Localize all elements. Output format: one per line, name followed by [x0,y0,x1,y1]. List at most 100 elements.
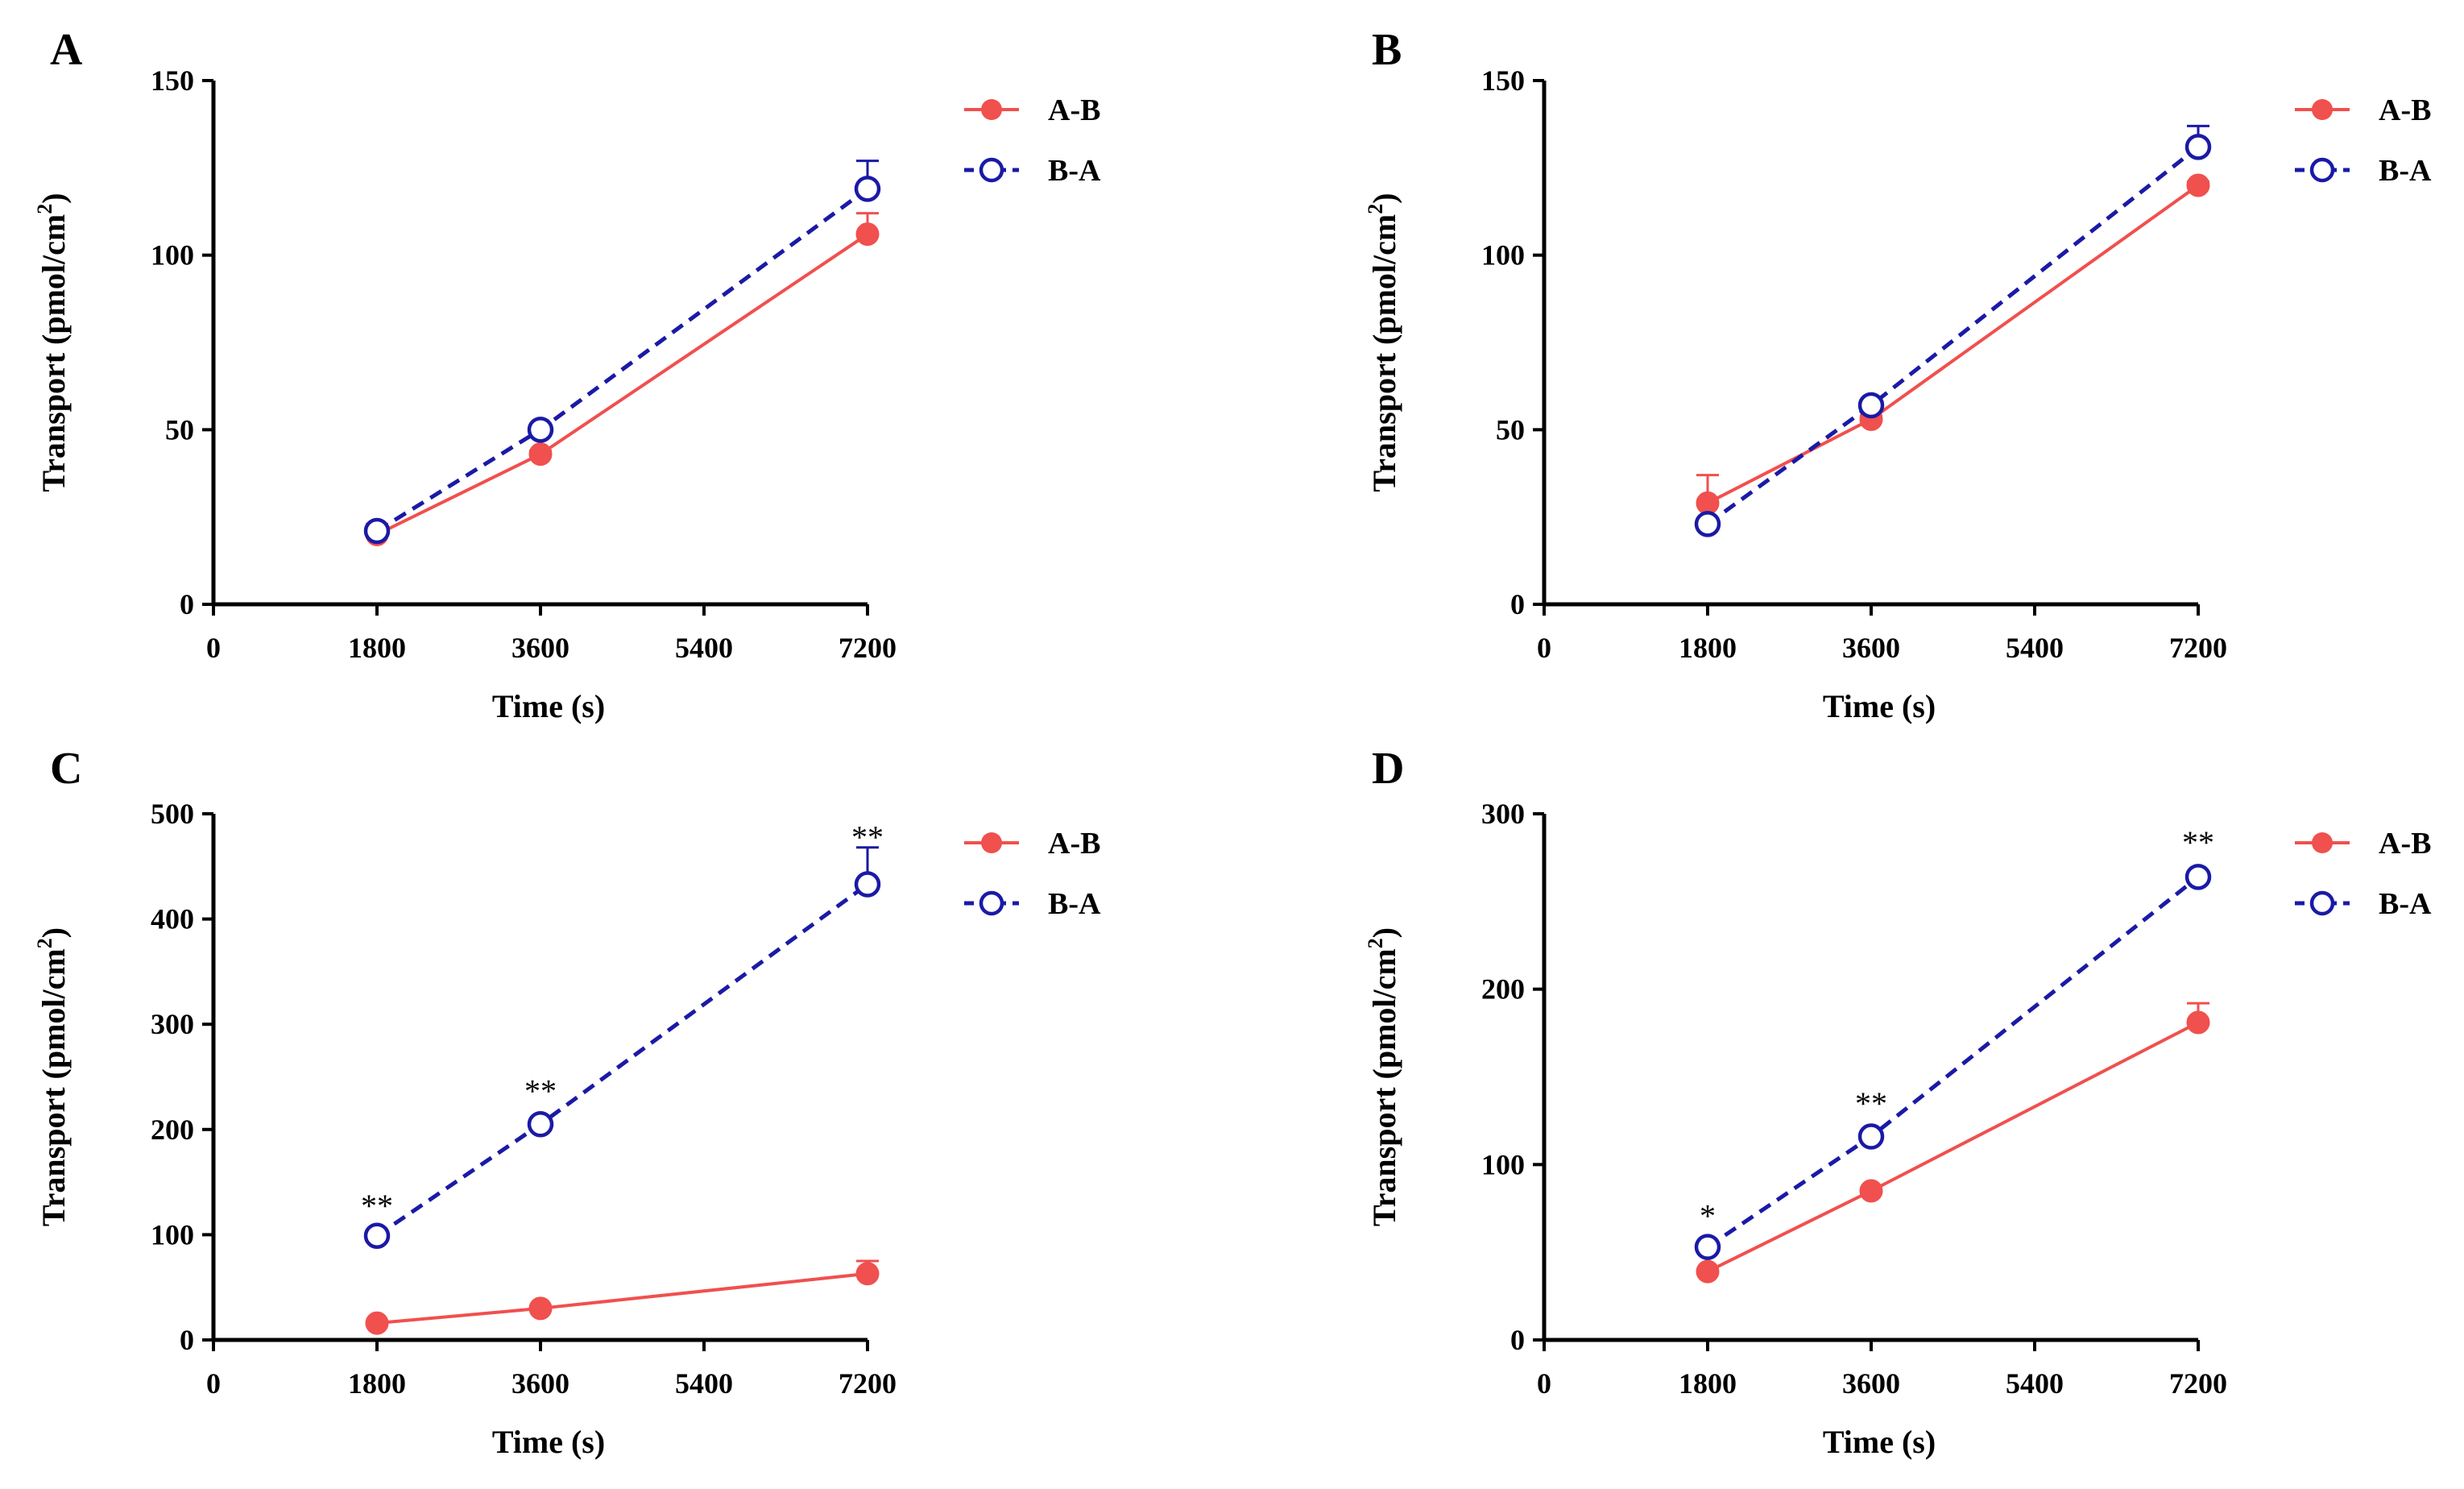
data-point [2186,173,2210,197]
legend-entry: B-A [964,154,1101,188]
legend-marker [2309,157,2335,183]
x-tick-label: 0 [206,1367,221,1400]
legend-entry: A-B [2295,827,2431,861]
y-tick-label: 0 [180,588,194,620]
y-tick-label: 300 [151,1008,194,1040]
data-point [2186,1010,2210,1035]
series-b-a [1694,124,2212,537]
chart-panel-c: C 0 1800 3600 5400 7200 0 100 200 300 400 500 Time (… [33,744,1101,1460]
legend-marker [979,157,1004,183]
y-tick-label: 200 [151,1114,194,1146]
x-tick-label: 1800 [1679,632,1737,664]
legend-entry: B-A [2295,154,2432,188]
x-axis-title: Time (s) [492,688,605,724]
data-point [528,442,553,467]
data-point [363,1222,391,1249]
data-point [1694,1234,1721,1260]
x-tick-label: 0 [206,632,221,664]
data-point [363,517,391,545]
legend-label: A-B [2379,827,2431,861]
y-tick-label: 400 [151,903,194,935]
x-tick-label: 3600 [1842,1367,1900,1400]
y-axis-title-superscript: 2 [1364,204,1387,214]
x-tick-label: 3600 [511,632,569,664]
legend-entry: B-A [964,887,1101,921]
y-tick-label: 100 [1481,1148,1525,1180]
data-point [527,1111,554,1138]
y-axis-title: Transport (pmol/cm2) [1364,927,1402,1226]
y-axis-title-main: Transport (pmol/cm [35,948,72,1226]
data-point [2184,134,2212,160]
series-line [376,1271,868,1325]
data-point [854,871,881,898]
x-tick-label: 5400 [2006,1367,2064,1400]
x-axis-title: Time (s) [492,1424,605,1460]
series-line [1707,184,2200,505]
legend-label: B-A [1048,887,1101,921]
series-line [1706,145,2200,526]
data-point [528,1296,553,1321]
data-point [1694,511,1721,537]
y-axis-title-close: ) [1366,193,1402,203]
significance-annotation: ** [524,1072,557,1109]
data-point [1857,1123,1885,1150]
y-tick-label: 100 [1481,239,1525,272]
legend-label: A-B [1048,93,1100,127]
y-axis-title-superscript: 2 [1364,938,1387,948]
y-tick-label: 200 [1481,973,1525,1006]
legend-label: A-B [2379,93,2431,127]
significance-annotation: * [1700,1197,1716,1234]
data-point [1857,392,1885,419]
y-tick-label: 50 [1496,413,1525,446]
y-axis-title-main: Transport (pmol/cm [1366,948,1402,1226]
series-b-a [363,846,881,1249]
y-tick-label: 300 [1481,798,1525,830]
series-line [376,233,869,537]
x-tick-label: 5400 [675,1367,733,1400]
y-axis-title-main: Transport (pmol/cm [35,214,72,492]
panel-label: A [50,25,83,75]
y-tick-label: 0 [1510,588,1525,620]
data-point [365,1311,389,1335]
x-tick-label: 3600 [511,1367,569,1400]
x-tick-label: 7200 [2169,632,2227,664]
series-b-a [1694,864,2212,1260]
x-tick-label: 0 [1537,632,1551,664]
y-axis-title-superscript: 2 [33,204,56,214]
x-tick-label: 0 [1537,1367,1551,1400]
data-point [855,1262,880,1286]
y-tick-label: 500 [151,798,194,830]
significance-annotation: ** [2182,824,2214,861]
legend-entry: B-A [2295,887,2432,921]
y-axis-title: Transport (pmol/cm2) [33,927,72,1226]
x-tick-label: 5400 [2006,632,2064,664]
legend-label: B-A [2379,154,2432,188]
legend-marker [2312,99,2333,120]
x-tick-label: 1800 [348,632,406,664]
data-point [855,222,880,247]
x-tick-label: 7200 [839,632,897,664]
y-axis-title-close: ) [1366,927,1402,938]
legend-entry: A-B [964,827,1100,861]
chart-panel-a: A 0 1800 3600 5400 7200 0 50 100 150 Time (s) Trans… [33,25,1101,724]
y-axis-title-close: ) [35,927,72,938]
data-point [527,417,554,443]
significance-annotation: ** [851,819,884,856]
x-axis-title: Time (s) [1823,1424,1936,1460]
legend-marker [2309,890,2335,916]
x-axis-title: Time (s) [1823,688,1936,724]
panel-label: D [1372,744,1404,794]
x-tick-label: 7200 [839,1367,897,1400]
chart-panel-b: B 0 1800 3600 5400 7200 0 50 100 150 Time (s) Trans… [1364,25,2432,724]
series-a-b [365,212,880,546]
data-point [2184,864,2212,890]
data-point [1696,1259,1720,1284]
legend-marker [979,890,1004,916]
series-b-a [363,160,881,545]
y-tick-label: 50 [165,413,194,446]
legend-entry: A-B [964,93,1100,127]
legend-entry: A-B [2295,93,2431,127]
y-axis-title-main: Transport (pmol/cm [1366,214,1402,492]
legend-label: B-A [1048,154,1101,188]
